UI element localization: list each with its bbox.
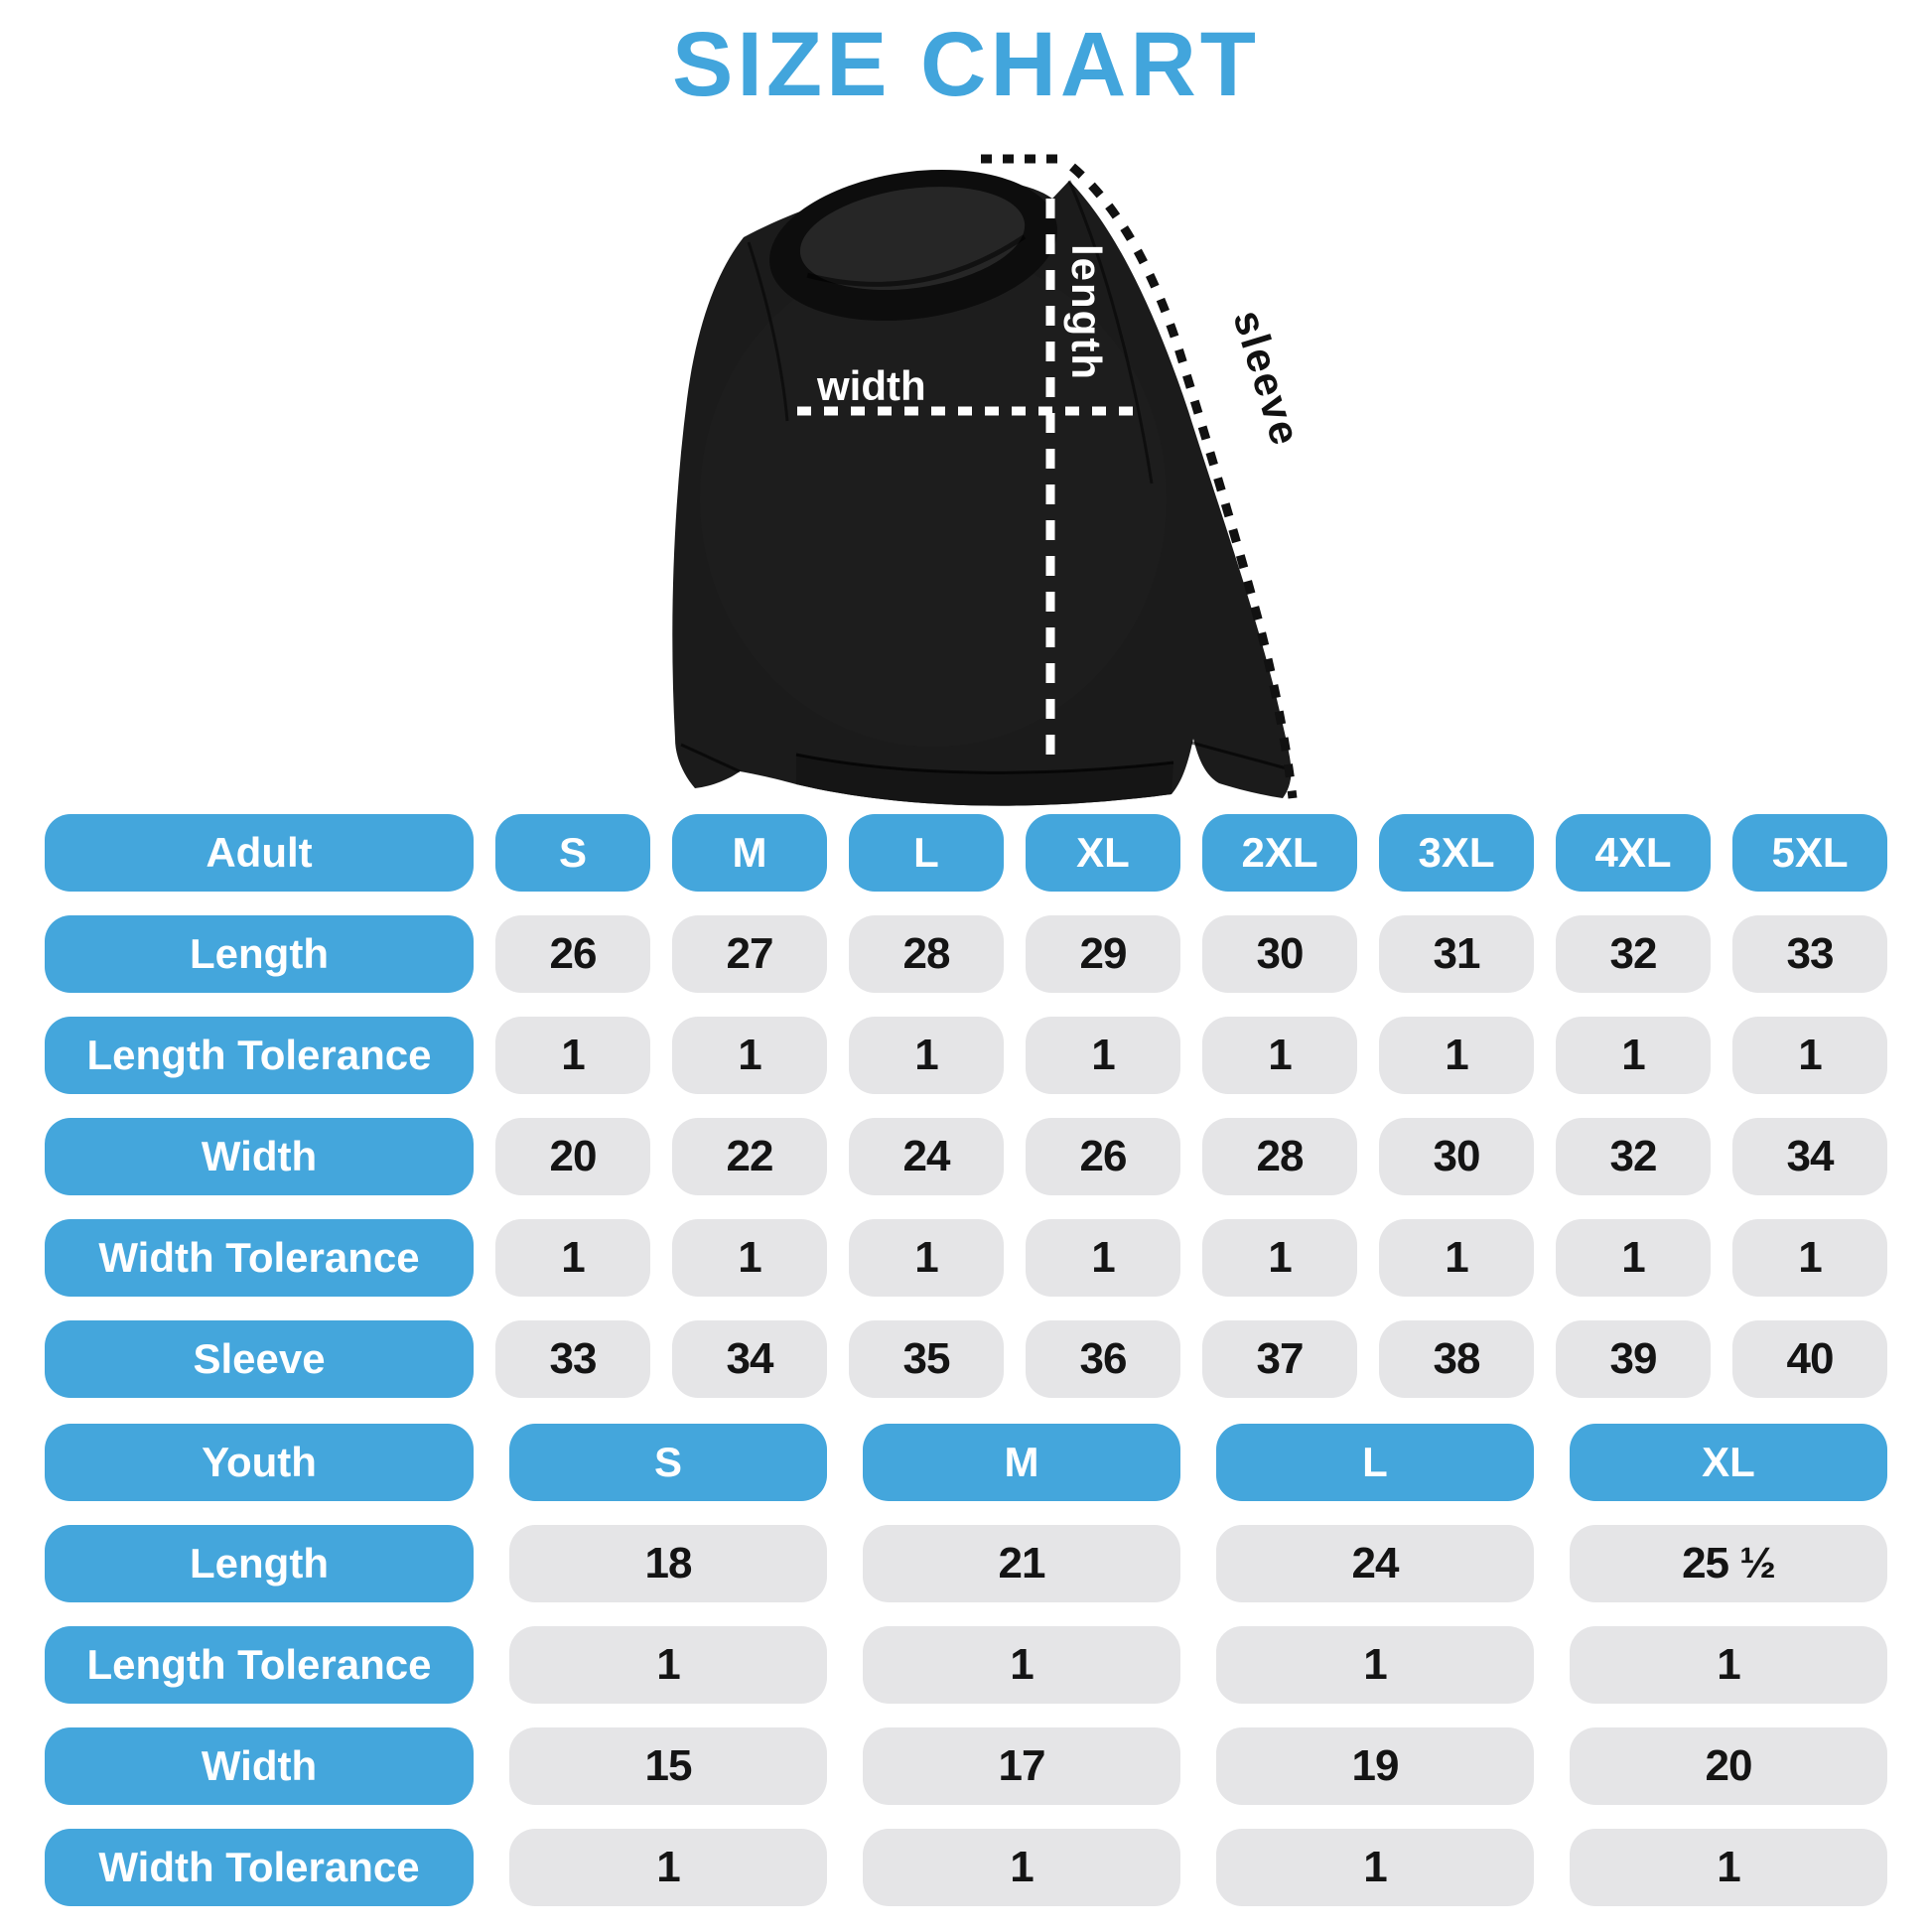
measurement-cell: 22: [672, 1118, 827, 1195]
row-label-pill: Width: [45, 1118, 474, 1195]
measurement-cell: 24: [1216, 1525, 1534, 1602]
row-label-pill: Length: [45, 915, 474, 993]
measurement-cell: 1: [509, 1626, 827, 1704]
measurement-cell: 1: [1732, 1219, 1887, 1297]
measurement-cell: 24: [849, 1118, 1004, 1195]
measurement-cell: 1: [509, 1829, 827, 1906]
measurement-cell: 1: [672, 1219, 827, 1297]
size-header-pill: S: [509, 1424, 827, 1501]
fabric-highlight: [700, 250, 1167, 747]
measurement-cell: 1: [1216, 1626, 1534, 1704]
sleeve-line: [1069, 163, 1298, 799]
right-cuff-seam: [1190, 741, 1288, 770]
size-header-pill: M: [672, 814, 827, 892]
left-sleeve-seam: [747, 241, 789, 422]
measurement-cell: 29: [1026, 915, 1180, 993]
measurement-cell: 33: [495, 1320, 650, 1398]
measurement-cell: 1: [849, 1017, 1004, 1094]
measurement-cell: 20: [495, 1118, 650, 1195]
measurement-cell: 20: [1570, 1727, 1887, 1805]
size-header-pill: XL: [1570, 1424, 1887, 1501]
measurement-cell: 31: [1379, 915, 1534, 993]
measurement-cell: 37: [1202, 1320, 1357, 1398]
page-title: SIZE CHART: [672, 14, 1260, 115]
measurement-cell: 17: [863, 1727, 1180, 1805]
measurement-cell: 15: [509, 1727, 827, 1805]
measurement-cell: 38: [1379, 1320, 1534, 1398]
measurement-cell: 1: [1026, 1219, 1180, 1297]
size-header-pill: 5XL: [1732, 814, 1887, 892]
measurement-cell: 39: [1556, 1320, 1711, 1398]
measurement-cell: 35: [849, 1320, 1004, 1398]
collar: [769, 169, 1057, 322]
size-header-pill: L: [1216, 1424, 1534, 1501]
measurement-cell: 1: [1026, 1017, 1180, 1094]
measurement-cell: 30: [1379, 1118, 1534, 1195]
measurement-cell: 1: [495, 1017, 650, 1094]
hem-band: [796, 755, 1173, 806]
left-cuff-seam: [680, 743, 741, 773]
size-header-pill: 3XL: [1379, 814, 1534, 892]
measurement-cell: 34: [672, 1320, 827, 1398]
measurement-cell: 1: [863, 1829, 1180, 1906]
measurement-diagram: width length sleeve: [0, 111, 1932, 814]
row-label-pill: Width Tolerance: [45, 1219, 474, 1297]
measurement-cell: 1: [1216, 1829, 1534, 1906]
measurement-cell: 1: [1379, 1219, 1534, 1297]
measurement-cell: 1: [849, 1219, 1004, 1297]
measurement-cell: 1: [672, 1017, 827, 1094]
row-label-pill: Length Tolerance: [45, 1626, 474, 1704]
measurement-cell: 27: [672, 915, 827, 993]
measurement-cell: 26: [495, 915, 650, 993]
measurement-cell: 25 ½: [1570, 1525, 1887, 1602]
measurement-cell: 18: [509, 1525, 827, 1602]
measurement-cell: 1: [1202, 1017, 1357, 1094]
right-sleeve-seam: [1067, 180, 1154, 484]
measurement-cell: 1: [495, 1219, 650, 1297]
measurement-cell: 33: [1732, 915, 1887, 993]
size-header-pill: M: [863, 1424, 1180, 1501]
row-label-pill: Length: [45, 1525, 474, 1602]
measurement-cell: 21: [863, 1525, 1180, 1602]
row-label-pill: Width: [45, 1727, 474, 1805]
measurement-cell: 28: [1202, 1118, 1357, 1195]
measurement-cell: 1: [1556, 1017, 1711, 1094]
adult-size-table: Adult S M L XL 2XL 3XL 4XL 5XL Length 26…: [45, 814, 1887, 1398]
size-header-pill: 2XL: [1202, 814, 1357, 892]
measurement-cell: 1: [1202, 1219, 1357, 1297]
measurement-cell: 1: [1556, 1219, 1711, 1297]
width-label: width: [816, 362, 926, 409]
measurement-cell: 28: [849, 915, 1004, 993]
sweatshirt-illustration: width length sleeve: [672, 154, 1310, 806]
size-header-pill: 4XL: [1556, 814, 1711, 892]
size-header-pill: S: [495, 814, 650, 892]
measurement-cell: 1: [1570, 1626, 1887, 1704]
size-header-pill: L: [849, 814, 1004, 892]
adult-table-title: Adult: [45, 814, 474, 892]
measurement-cell: 40: [1732, 1320, 1887, 1398]
row-label-pill: Width Tolerance: [45, 1829, 474, 1906]
sweatshirt-body: [672, 179, 1292, 806]
hem-seam: [795, 753, 1174, 774]
measurement-cell: 1: [1570, 1829, 1887, 1906]
measurement-cell: 1: [863, 1626, 1180, 1704]
measurement-cell: 1: [1379, 1017, 1534, 1094]
measurement-cell: 1: [1732, 1017, 1887, 1094]
measurement-cell: 19: [1216, 1727, 1534, 1805]
measurement-cell: 26: [1026, 1118, 1180, 1195]
measurement-cell: 36: [1026, 1320, 1180, 1398]
measurement-cell: 30: [1202, 915, 1357, 993]
measurement-cell: 32: [1556, 1118, 1711, 1195]
youth-table-title: Youth: [45, 1424, 474, 1501]
measurement-cell: 34: [1732, 1118, 1887, 1195]
row-label-pill: Length Tolerance: [45, 1017, 474, 1094]
measurement-cell: 32: [1556, 915, 1711, 993]
length-label: length: [1063, 244, 1110, 381]
sleeve-label: sleeve: [1224, 305, 1310, 452]
size-header-pill: XL: [1026, 814, 1180, 892]
youth-size-table: Youth S M L XL Length 18 21 24 25 ½ Leng…: [45, 1424, 1887, 1906]
row-label-pill: Sleeve: [45, 1320, 474, 1398]
